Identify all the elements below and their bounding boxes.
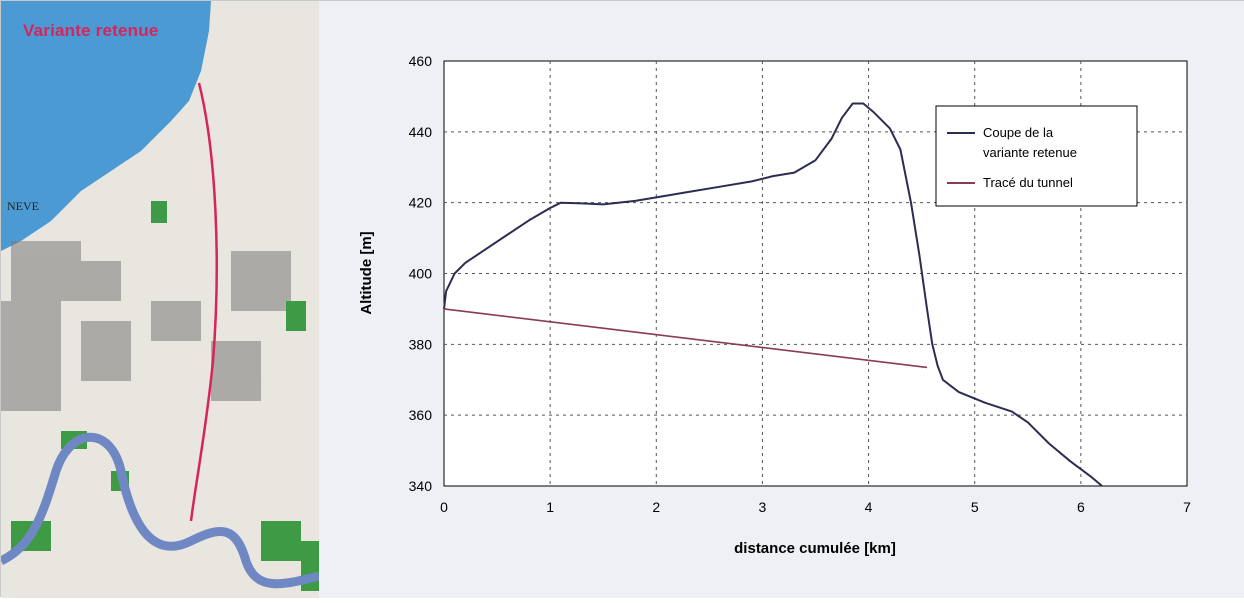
urban-area: [1, 241, 291, 411]
x-tick-label: 5: [971, 499, 979, 515]
x-tick-label: 3: [759, 499, 767, 515]
x-tick-label: 2: [652, 499, 660, 515]
legend-label-tunnel: Tracé du tunnel: [983, 175, 1073, 190]
map-title: Variante retenue: [23, 21, 159, 40]
series-line-profile: [443, 102, 1103, 487]
legend-box: [935, 105, 1138, 207]
y-tick-label: 440: [409, 124, 433, 140]
x-tick-label: 4: [865, 499, 873, 515]
legend: Coupe de la variante retenue Tracé du tu…: [935, 105, 1138, 207]
x-tick-label: 6: [1077, 499, 1085, 515]
y-tick-labels: 340 360 380 400 420 440 460: [409, 53, 433, 494]
topographic-map: [1, 1, 319, 598]
x-tick-label: 7: [1183, 499, 1191, 515]
y-tick-label: 380: [409, 336, 433, 352]
y-tick-label: 340: [409, 478, 433, 494]
chart-panel: 0 1 2 3 4 5 6 7 340 360 380 400 420 440 460 distance …: [319, 1, 1244, 598]
map-panel: Variante retenue NEVE: [1, 1, 319, 598]
y-axis-label: Altitude [m]: [358, 231, 375, 314]
lake: [1, 1, 211, 251]
river: [1, 432, 319, 589]
altitude-profile-chart: 0 1 2 3 4 5 6 7 340 360 380 400 420 440 460 distance …: [358, 53, 1191, 557]
y-tick-label: 420: [409, 195, 433, 211]
route-line: [189, 82, 218, 522]
x-tick-labels: 0 1 2 3 4 5 6 7: [440, 499, 1191, 515]
x-axis-label: distance cumulée [km]: [734, 540, 896, 557]
series-lines: [443, 102, 1103, 487]
x-tick-label: 0: [440, 499, 448, 515]
map-place-label: NEVE: [7, 199, 39, 213]
y-tick-label: 400: [409, 266, 433, 282]
y-tick-label: 460: [409, 53, 433, 69]
legend-label-profile-line2: variante retenue: [983, 145, 1077, 160]
series-line-tunnel: [443, 308, 928, 369]
y-tick-label: 360: [409, 407, 433, 423]
x-tick-label: 1: [546, 499, 554, 515]
legend-label-profile-line1: Coupe de la: [983, 125, 1054, 140]
